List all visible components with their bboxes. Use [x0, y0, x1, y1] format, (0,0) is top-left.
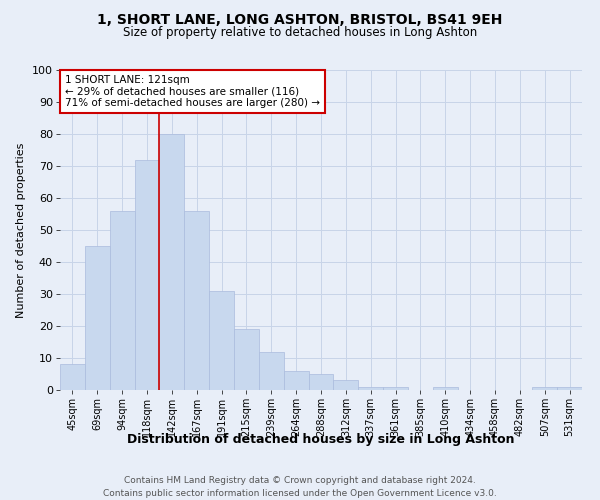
Text: 1, SHORT LANE, LONG ASHTON, BRISTOL, BS41 9EH: 1, SHORT LANE, LONG ASHTON, BRISTOL, BS4… [97, 12, 503, 26]
Text: 1 SHORT LANE: 121sqm
← 29% of detached houses are smaller (116)
71% of semi-deta: 1 SHORT LANE: 121sqm ← 29% of detached h… [65, 75, 320, 108]
Bar [532, 387, 557, 390]
Text: Contains HM Land Registry data © Crown copyright and database right 2024.
Contai: Contains HM Land Registry data © Crown c… [103, 476, 497, 498]
Bar [433, 387, 458, 390]
Bar [85, 246, 110, 390]
Bar [134, 160, 160, 390]
Bar [234, 329, 259, 390]
Bar [259, 352, 284, 390]
Text: Size of property relative to detached houses in Long Ashton: Size of property relative to detached ho… [123, 26, 477, 39]
Bar [557, 387, 582, 390]
Bar [184, 211, 209, 390]
Bar [209, 291, 234, 390]
Bar [110, 211, 134, 390]
Bar [383, 387, 408, 390]
Bar [60, 364, 85, 390]
Bar [334, 380, 358, 390]
Bar [160, 134, 184, 390]
Text: Distribution of detached houses by size in Long Ashton: Distribution of detached houses by size … [127, 432, 515, 446]
Bar [284, 371, 308, 390]
Bar [308, 374, 334, 390]
Bar [358, 387, 383, 390]
Y-axis label: Number of detached properties: Number of detached properties [16, 142, 26, 318]
